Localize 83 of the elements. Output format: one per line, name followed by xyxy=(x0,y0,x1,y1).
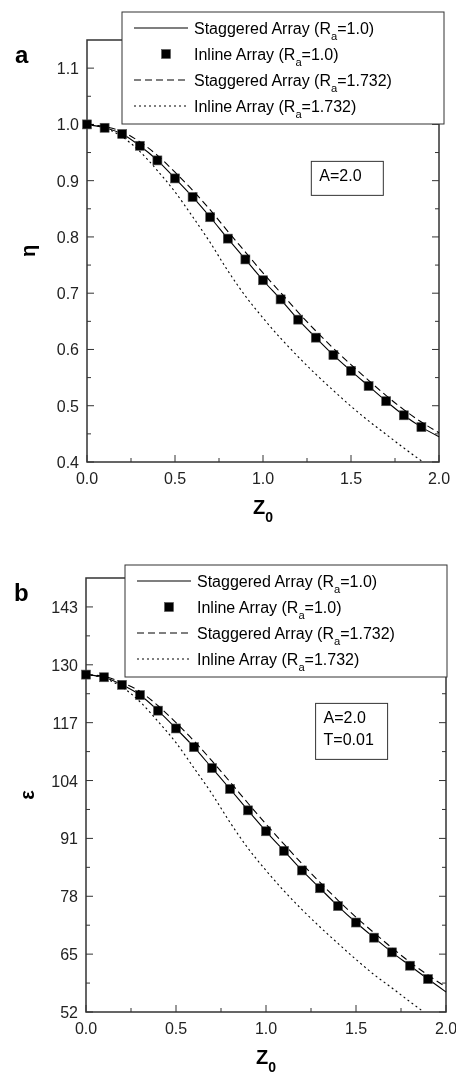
point xyxy=(117,129,127,139)
x-axis-title: Z$_{0}$ xyxy=(252,496,274,525)
point xyxy=(363,381,374,391)
x-tick-label: 1.0 xyxy=(251,470,275,487)
y-tick-label: 0.9 xyxy=(56,172,80,190)
point xyxy=(387,947,397,958)
point xyxy=(189,742,199,752)
y-tick-label: 0.5 xyxy=(56,397,80,415)
point xyxy=(261,826,271,837)
x-tick-label: 0.0 xyxy=(75,470,99,487)
y-tick-label: 130 xyxy=(51,656,79,674)
point xyxy=(351,917,361,928)
point xyxy=(328,350,339,360)
y-tick-label: 0.8 xyxy=(56,228,80,246)
x-axis-title: Z$_{0}$ xyxy=(255,1046,277,1075)
point xyxy=(82,119,92,130)
point xyxy=(99,122,110,133)
point xyxy=(311,332,321,343)
point xyxy=(135,690,145,700)
point xyxy=(117,680,127,690)
point xyxy=(423,974,433,984)
y-tick-label: 78 xyxy=(60,888,79,906)
point xyxy=(293,314,303,325)
y-tick-label: 91 xyxy=(60,830,79,848)
annotation: A=2.0 xyxy=(319,167,362,185)
x-tick-label: 1.5 xyxy=(344,1020,368,1037)
y-axis-title: ε xyxy=(16,789,38,800)
point xyxy=(369,932,379,943)
point xyxy=(279,846,289,856)
legend-label: Inline Array (R$_{a}$=1.732) xyxy=(197,651,360,673)
x-tick-label: 0.0 xyxy=(74,1020,98,1037)
point xyxy=(207,763,217,773)
legend-label: Staggered Array (R$_{a}$=1.0) xyxy=(194,20,375,42)
point xyxy=(297,865,307,876)
annotation: T=0.01 xyxy=(323,731,374,749)
x-tick-label: 2.0 xyxy=(434,1020,456,1037)
y-tick-label: 0.6 xyxy=(56,341,80,359)
point xyxy=(346,366,356,376)
point xyxy=(81,669,91,680)
legend-label: Inline Array (R$_{a}$=1.0) xyxy=(197,599,342,621)
x-tick-label: 0.5 xyxy=(163,470,187,487)
legend-label: Staggered Array (R$_{a}$=1.732) xyxy=(197,625,395,647)
chart-title: a xyxy=(15,41,29,68)
point xyxy=(205,212,215,223)
x-tick-label: 0.5 xyxy=(164,1020,188,1037)
legend-label: Staggered Array (R$_{a}$=1.732) xyxy=(194,72,392,94)
x-tick-label: 1.5 xyxy=(339,470,363,487)
point xyxy=(333,901,343,911)
y-tick-label: 65 xyxy=(60,946,79,964)
point xyxy=(275,294,286,305)
point xyxy=(135,140,145,151)
point xyxy=(170,173,180,184)
point xyxy=(187,192,198,202)
y-tick-label: 0.7 xyxy=(56,285,80,303)
point xyxy=(99,672,109,683)
y-tick-label: 0.4 xyxy=(56,454,80,471)
y-tick-label: 117 xyxy=(52,714,79,732)
point xyxy=(171,723,181,734)
point xyxy=(152,155,163,166)
point xyxy=(405,960,415,971)
y-tick-label: 52 xyxy=(60,1004,79,1021)
point xyxy=(240,254,251,265)
point xyxy=(225,784,235,794)
point xyxy=(223,233,233,244)
point xyxy=(243,805,253,816)
annotation: A=2.0 xyxy=(323,709,366,727)
point xyxy=(315,883,325,894)
x-tick-label: 1.0 xyxy=(254,1020,278,1037)
legend-label: Inline Array (R$_{a}$=1.732) xyxy=(194,98,357,120)
chart-title: b xyxy=(14,579,29,606)
point xyxy=(416,422,427,432)
x-tick-label: 2.0 xyxy=(427,470,451,487)
y-axis-title: η xyxy=(17,244,39,258)
point xyxy=(381,396,391,407)
legend-label: Staggered Array (R$_{a}$=1.0) xyxy=(197,573,378,595)
legend-label: Inline Array (R$_{a}$=1.0) xyxy=(194,46,339,68)
point xyxy=(258,275,268,286)
y-tick-label: 1.0 xyxy=(56,116,80,134)
y-tick-label: 143 xyxy=(51,598,79,616)
point xyxy=(399,410,409,421)
y-tick-label: 1.1 xyxy=(56,60,80,78)
y-tick-label: 104 xyxy=(51,772,79,790)
point xyxy=(153,705,163,716)
